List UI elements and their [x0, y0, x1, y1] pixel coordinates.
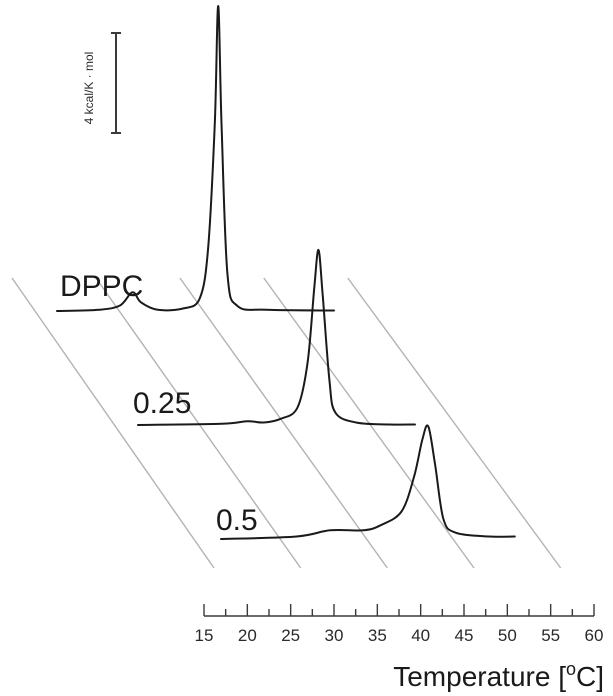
x-tick-label-25: 25	[281, 626, 300, 645]
series-labels: DPPC 0.25 0.5	[60, 270, 258, 537]
scale-bar-label: 4 kcal/K · mol	[82, 52, 96, 125]
thermogram-dppc	[56, 5, 335, 312]
guide-line-55	[347, 277, 562, 569]
x-axis: 15 20 25 30 35 40 45 50 55 60	[195, 604, 604, 645]
scale-bar: 4 kcal/K · mol	[82, 32, 121, 134]
x-tick-label-40: 40	[411, 626, 430, 645]
x-tick-label-45: 45	[455, 626, 474, 645]
x-axis-label-sup: o	[566, 659, 576, 679]
temperature-guide-lines	[11, 277, 562, 569]
x-tick-label-20: 20	[238, 626, 257, 645]
x-axis-label: Temperature [oC]	[393, 659, 604, 692]
x-axis-label-unit: C]	[576, 661, 604, 692]
thermogram-curves	[56, 5, 516, 540]
x-axis-label-main: Temperature [	[393, 661, 566, 692]
series-label-0-5: 0.5	[216, 504, 258, 537]
guide-line-15	[11, 277, 215, 569]
x-tick-label-35: 35	[368, 626, 387, 645]
thermogram-0-25	[137, 248, 416, 426]
x-tick-label-30: 30	[325, 626, 344, 645]
series-label-0-25: 0.25	[133, 387, 191, 420]
series-label-dppc: DPPC	[60, 270, 143, 303]
guide-line-35	[179, 277, 388, 569]
x-tick-label-55: 55	[541, 626, 560, 645]
thermogram-0-5	[220, 424, 516, 540]
x-tick-label-15: 15	[195, 626, 214, 645]
guide-line-25	[95, 277, 302, 569]
x-tick-label-60: 60	[585, 626, 604, 645]
x-tick-label-50: 50	[498, 626, 517, 645]
